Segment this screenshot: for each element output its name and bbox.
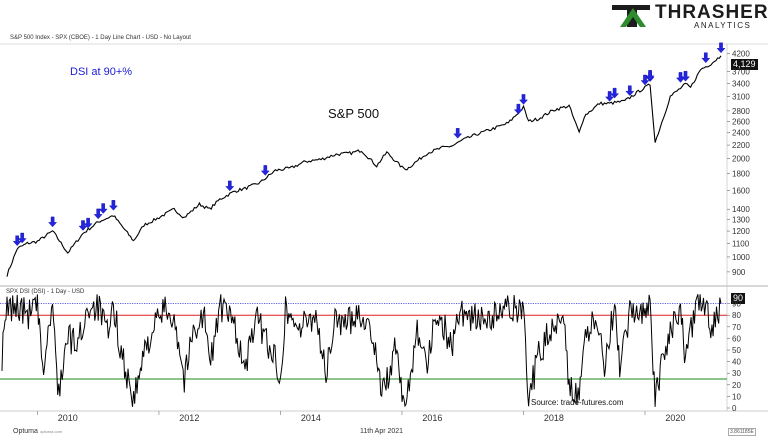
price-tick-label: 1400: [732, 205, 750, 214]
sp500-price-line: [6, 55, 722, 277]
dsi-panel-title: SPX DSI (DSI) - 1 Day - USD: [6, 289, 85, 295]
arrow-shape: [17, 232, 27, 244]
year-tick-label: 2018: [544, 413, 564, 423]
dsi-tick-label: 80: [732, 311, 741, 320]
price-tick-label: 3700: [732, 67, 750, 76]
arrow-shape: [681, 70, 690, 82]
arrow-shape: [78, 220, 88, 231]
arrow-shape: [48, 216, 58, 228]
sp500-annotation: S&P 500: [328, 106, 380, 121]
dsi-signal-arrow: [610, 87, 620, 99]
price-tick-label: 1100: [732, 239, 750, 248]
arrow-shape: [98, 203, 108, 214]
dsi-tick-label: 60: [732, 334, 741, 343]
price-tick-label: 2800: [732, 107, 750, 116]
dsi-tick-label: 50: [732, 346, 741, 355]
arrow-shape: [676, 72, 685, 83]
main-chart-title: S&P 500 Index - SPX (CBOE) - 1 Day Line …: [10, 35, 191, 41]
arrow-shape: [225, 180, 235, 192]
price-tick-label: 1000: [732, 253, 750, 262]
dsi-signal-arrow: [676, 72, 685, 83]
arrow-shape: [701, 52, 711, 64]
price-tick-label: 1600: [732, 186, 750, 195]
dsi-signal-arrow: [260, 165, 270, 176]
optuma-brand: Optuma: [13, 428, 38, 435]
dsi-tick-label: 30: [732, 369, 741, 378]
dsi-signal-arrow: [519, 94, 528, 105]
arrow-shape: [83, 217, 93, 229]
dsi-tick-label: 70: [732, 323, 741, 332]
price-tick-label: 1200: [732, 227, 750, 236]
footer-date: 11th Apr 2021: [360, 428, 404, 435]
dsi-signal-arrow: [605, 91, 615, 102]
price-tick-label: 2600: [732, 117, 750, 126]
price-tick-label: 1300: [732, 216, 750, 225]
dsi-tick-label: 0: [732, 404, 737, 413]
arrow-shape: [519, 94, 528, 105]
dsi-signal-arrow: [48, 216, 58, 228]
dsi-signal-arrow: [83, 217, 93, 229]
chart-frame: [0, 43, 768, 412]
arrow-shape: [625, 85, 635, 97]
dsi-signal-arrow: [513, 103, 523, 115]
dsi-signal-arrow: [453, 128, 463, 139]
dsi-signal-arrow: [225, 180, 235, 192]
price-tick-label: 900: [732, 268, 746, 277]
arrow-shape: [260, 165, 270, 176]
year-tick-label: 2020: [665, 413, 685, 423]
year-tick-label: 2012: [179, 413, 199, 423]
last-dsi-label: 90: [731, 293, 746, 304]
dsi-tick-label: 10: [732, 392, 741, 401]
dsi-signal-arrow: [78, 220, 88, 231]
dsi-signal-arrow: [716, 42, 726, 54]
dsi-signal-arrow: [681, 70, 690, 82]
dsi-signal-arrow: [98, 203, 108, 214]
thrasher-logo-mark: [612, 5, 650, 27]
optuma-site: optuma.com: [40, 429, 63, 434]
price-tick-label: 2200: [732, 141, 750, 150]
arrow-shape: [605, 91, 615, 102]
price-tick-label: 2400: [732, 129, 750, 138]
dsi-tick-label: 20: [732, 381, 741, 390]
dsi-annotation: DSI at 90+%: [70, 66, 133, 78]
dsi-signal-arrow: [12, 235, 22, 247]
price-tick-label: 2000: [732, 155, 750, 164]
arrow-shape: [12, 235, 22, 247]
dsi-signal-arrow: [625, 85, 635, 97]
price-tick-label: 3100: [732, 92, 750, 101]
arrow-shape: [513, 103, 523, 115]
thrasher-logo-text: THRASHER: [655, 2, 768, 23]
year-tick-label: 2014: [301, 413, 321, 423]
dsi-signal-arrow: [17, 232, 27, 244]
year-tick-label: 2010: [58, 413, 78, 423]
arrow-shape: [716, 42, 726, 54]
dsi-tick-label: 90: [732, 300, 741, 309]
analytics-logo-text: ANALYTICS: [694, 21, 752, 30]
footer-right-value: 3.861185E: [728, 428, 756, 436]
dsi-signal-arrow: [108, 200, 118, 211]
dsi-signal-arrow: [701, 52, 711, 64]
price-tick-label: 1800: [732, 170, 750, 179]
year-tick-label: 2016: [422, 413, 442, 423]
arrow-shape: [453, 128, 463, 139]
dsi-tick-label: 40: [732, 358, 741, 367]
price-tick-label: 4200: [732, 49, 750, 58]
arrow-shape: [645, 70, 655, 81]
dsi-line: [1, 294, 722, 408]
price-tick-label: 3400: [732, 79, 750, 88]
arrow-shape: [610, 87, 620, 99]
last-price-label: 4,129: [731, 59, 758, 70]
dsi-signal-arrow: [645, 70, 655, 81]
arrow-shape: [108, 200, 118, 211]
